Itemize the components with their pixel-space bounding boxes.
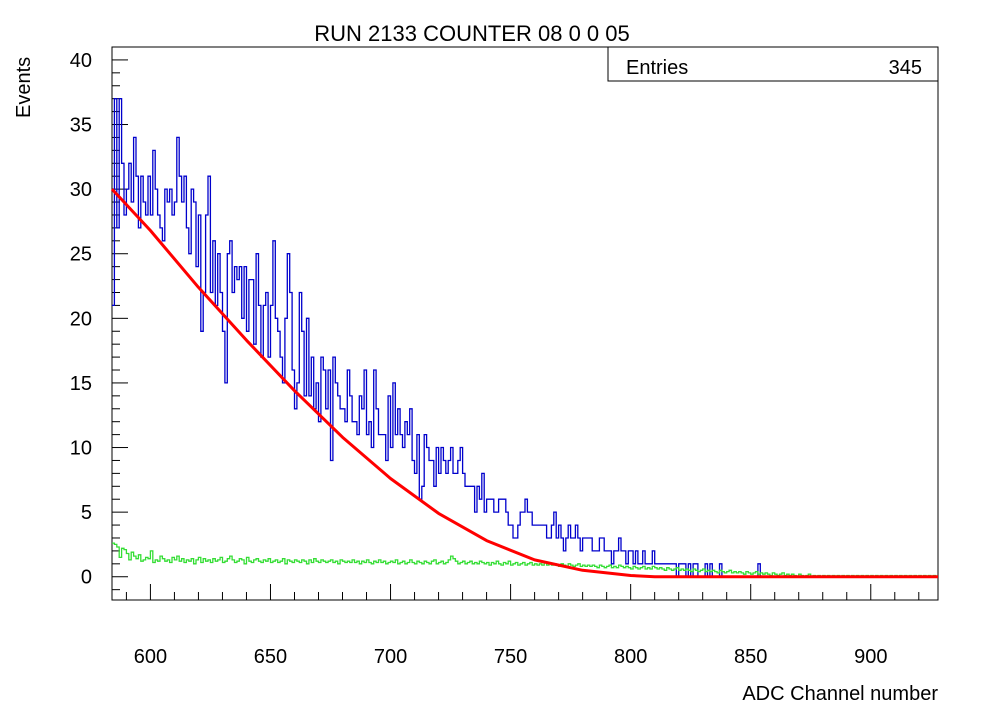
stats-entries-label: Entries: [626, 57, 688, 79]
y-tick-label: 40: [70, 50, 92, 72]
plot-frame: [111, 46, 939, 601]
y-tick-label: 15: [70, 373, 92, 395]
y-tick-label: 25: [70, 244, 92, 266]
y-tick-label: 10: [70, 438, 92, 460]
y-tick-label: 5: [81, 502, 92, 524]
x-tick-label: 700: [374, 646, 407, 668]
x-tick-label: 850: [734, 646, 767, 668]
x-tick-label: 750: [494, 646, 527, 668]
y-tick-label: 35: [70, 115, 92, 137]
y-tick-label: 20: [70, 308, 92, 330]
y-tick-label: 30: [70, 179, 92, 201]
series-1-histogram: [112, 542, 938, 578]
series-0-histogram: [112, 98, 938, 578]
chart-title: RUN 2133 COUNTER 08 0 0 05: [314, 21, 629, 46]
stats-box: Entries 345: [607, 46, 939, 82]
x-tick-label: 600: [134, 646, 167, 668]
y-axis-label: Events: [13, 57, 35, 118]
x-tick-label: 800: [614, 646, 647, 668]
series-2-fit-curve: [110, 188, 938, 579]
stats-entries-value: 345: [889, 57, 922, 79]
series-layer: [110, 98, 938, 579]
y-tick-label: 0: [81, 567, 92, 589]
x-tick-label: 650: [254, 646, 287, 668]
stats-box-frame: [607, 46, 939, 82]
x-tick-label: 900: [854, 646, 887, 668]
axis-ticks: 600 650 700 750 800 850 900 0 5 10 15 20 25 30 35 40: [70, 50, 920, 668]
x-axis-label: ADC Channel number: [742, 683, 938, 705]
